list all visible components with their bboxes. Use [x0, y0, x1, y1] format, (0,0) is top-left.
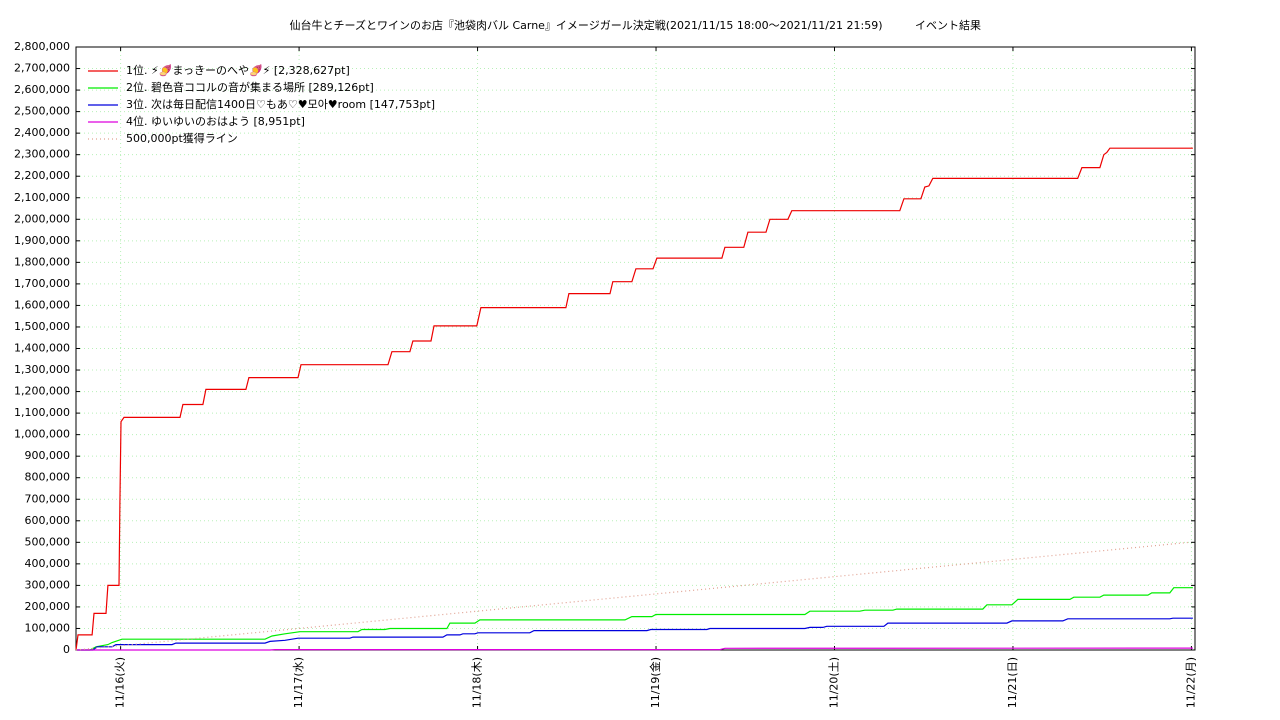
- y-tick-label: 2,500,000: [14, 105, 70, 118]
- y-tick-label: 1,100,000: [14, 406, 70, 419]
- y-tick-label: 500,000: [25, 535, 71, 548]
- series-line: [75, 541, 1190, 651]
- y-tick-label: 700,000: [25, 492, 71, 505]
- series-line: [76, 617, 1193, 651]
- chart-subtitle: イベント結果: [915, 18, 981, 32]
- series-line: [76, 647, 1193, 651]
- legend-label: 1位. ⚡🍠まっきーのへや🍠⚡ [2,328,627pt]: [126, 63, 350, 77]
- legend-label: 3位. 次は毎日配信1400日♡もあ♡♥모아♥room [147,753pt]: [126, 97, 435, 111]
- y-tick-label: 2,700,000: [14, 62, 70, 75]
- legend-label: 500,000pt獲得ライン: [126, 132, 238, 145]
- y-tick-label: 1,000,000: [14, 428, 70, 441]
- y-tick-label: 1,500,000: [14, 320, 70, 333]
- y-tick-label: 800,000: [25, 471, 71, 484]
- x-tick-label: 11/16(火): [114, 657, 127, 708]
- y-tick-label: 1,800,000: [14, 255, 70, 268]
- y-tick-label: 2,400,000: [14, 126, 70, 139]
- y-tick-label: 400,000: [25, 557, 71, 570]
- y-tick-label: 1,200,000: [14, 385, 70, 398]
- x-tick-label: 11/18(木): [471, 657, 484, 708]
- y-tick-label: 2,200,000: [14, 169, 70, 182]
- y-tick-label: 2,100,000: [14, 191, 70, 204]
- x-tick-label: 11/20(土): [827, 657, 840, 708]
- y-tick-label: 1,400,000: [14, 342, 70, 355]
- x-tick-label: 11/19(金): [648, 657, 662, 708]
- y-tick-label: 200,000: [25, 600, 71, 613]
- x-tick-label: 11/17(水): [292, 657, 305, 708]
- series-line: [76, 587, 1193, 651]
- y-tick-label: 600,000: [25, 514, 71, 527]
- chart-title: 仙台牛とチーズとワインのお店『池袋肉バル Carne』イメージガール決定戦(20…: [290, 18, 883, 32]
- y-tick-label: 1,700,000: [14, 277, 70, 290]
- y-tick-label: 2,600,000: [14, 83, 70, 96]
- y-tick-label: 1,900,000: [14, 234, 70, 247]
- legend-label: 2位. 碧色音ココルの音が集まる場所 [289,126pt]: [126, 80, 374, 94]
- y-tick-label: 100,000: [25, 621, 71, 634]
- x-tick-label: 11/22(月): [1184, 657, 1197, 708]
- y-tick-label: 900,000: [25, 449, 71, 462]
- y-tick-label: 1,300,000: [14, 363, 70, 376]
- y-tick-label: 2,000,000: [14, 212, 70, 225]
- y-tick-label: 300,000: [25, 578, 71, 591]
- x-tick-label: 11/21(日): [1006, 657, 1019, 708]
- y-tick-label: 1,600,000: [14, 298, 70, 311]
- legend-label: 4位. ゆいゆいのおはよう [8,951pt]: [126, 114, 305, 128]
- y-tick-label: 2,800,000: [14, 40, 70, 53]
- y-tick-label: 2,300,000: [14, 148, 70, 161]
- y-tick-label: 0: [63, 643, 70, 656]
- series-line: [75, 147, 1193, 651]
